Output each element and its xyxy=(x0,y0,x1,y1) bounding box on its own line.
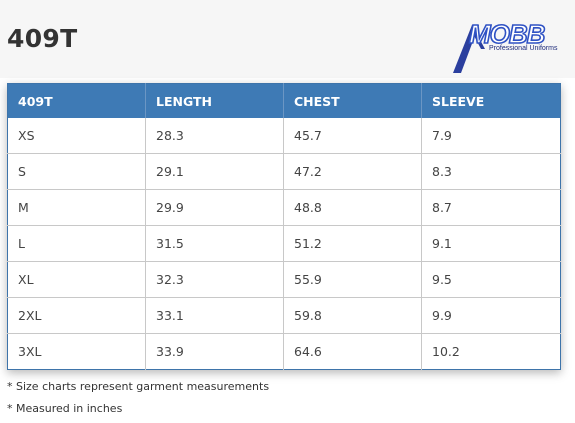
footnotes: * Size charts represent garment measurem… xyxy=(7,376,269,420)
cell-size: XL xyxy=(7,261,146,298)
cell-size: 2XL xyxy=(7,297,146,334)
footnote-garment-measurements: * Size charts represent garment measurem… xyxy=(7,380,270,393)
column-header-sleeve: SLEEVE xyxy=(421,83,561,118)
cell-chest: 64.6 xyxy=(283,333,422,370)
cell-length: 29.1 xyxy=(145,153,284,190)
cell-sleeve: 9.1 xyxy=(421,225,561,262)
column-header-length: LENGTH xyxy=(145,83,284,118)
table-row: M 29.9 48.8 8.7 xyxy=(7,189,561,226)
cell-length: 28.3 xyxy=(145,118,284,154)
table-row: S 29.1 47.2 8.3 xyxy=(7,153,561,190)
cell-chest: 55.9 xyxy=(283,261,422,298)
cell-length: 31.5 xyxy=(145,225,284,262)
cell-length: 29.9 xyxy=(145,189,284,226)
table-row: 2XL 33.1 59.8 9.9 xyxy=(7,297,561,334)
cell-length: 33.1 xyxy=(145,297,284,334)
size-table: 409T LENGTH CHEST SLEEVE XS 28.3 45.7 7.… xyxy=(7,83,561,370)
cell-chest: 51.2 xyxy=(283,225,422,262)
cell-sleeve: 7.9 xyxy=(421,118,561,154)
cell-sleeve: 8.7 xyxy=(421,189,561,226)
cell-size: L xyxy=(7,225,146,262)
logo-swoosh-icon xyxy=(453,25,485,73)
table-row: XL 32.3 55.9 9.5 xyxy=(7,261,561,298)
table-header-row: 409T LENGTH CHEST SLEEVE xyxy=(7,83,561,118)
cell-chest: 48.8 xyxy=(283,189,422,226)
cell-chest: 47.2 xyxy=(283,153,422,190)
footnote-measured-in-inches: * Measured in inches xyxy=(7,402,123,415)
cell-sleeve: 9.9 xyxy=(421,297,561,334)
cell-length: 33.9 xyxy=(145,333,284,370)
mobb-logo: MOBB Professional Uniforms xyxy=(452,18,564,75)
cell-size: S xyxy=(7,153,146,190)
table-row: 3XL 33.9 64.6 10.2 xyxy=(7,333,561,370)
cell-sleeve: 10.2 xyxy=(421,333,561,370)
cell-size: M xyxy=(7,189,146,226)
cell-chest: 59.8 xyxy=(283,297,422,334)
table-row: L 31.5 51.2 9.1 xyxy=(7,225,561,262)
table-row: XS 28.3 45.7 7.9 xyxy=(7,118,561,154)
cell-size: XS xyxy=(7,118,146,154)
page-title: 409T xyxy=(7,24,78,53)
column-header-size: 409T xyxy=(7,83,146,118)
cell-size: 3XL xyxy=(7,333,146,370)
logo-wordmark: MOBB xyxy=(468,18,546,50)
column-header-chest: CHEST xyxy=(283,83,422,118)
cell-length: 32.3 xyxy=(145,261,284,298)
cell-sleeve: 9.5 xyxy=(421,261,561,298)
cell-chest: 45.7 xyxy=(283,118,422,154)
logo-tagline: Professional Uniforms xyxy=(489,45,558,52)
cell-sleeve: 8.3 xyxy=(421,153,561,190)
